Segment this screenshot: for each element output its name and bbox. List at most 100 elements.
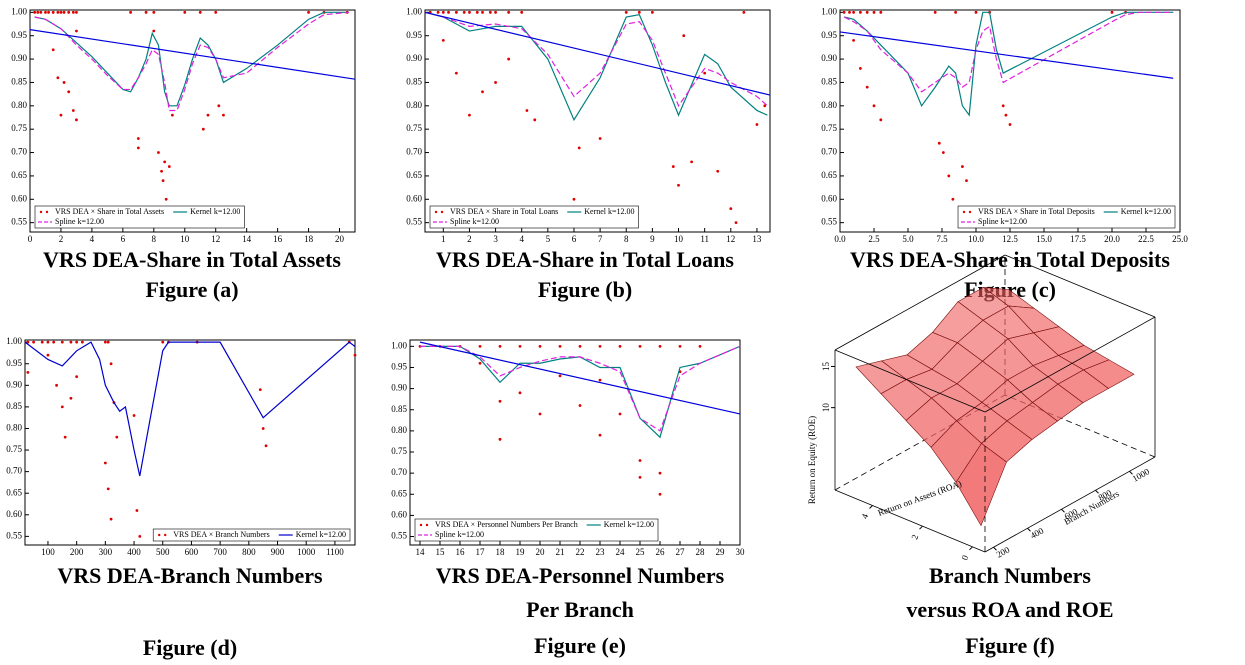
data-point [264, 444, 268, 448]
y-tick-label: 0.60 [406, 193, 422, 203]
data-point [152, 10, 156, 14]
legend-entry: VRS DEA × Personnel Numbers Per Branch [419, 520, 578, 529]
legend: VRS DEA × Share in Total Assets Kernel k=… [34, 205, 245, 229]
legend-box [34, 205, 245, 229]
x-tick-label: 12 [211, 234, 220, 244]
data-point [157, 151, 160, 154]
legend-entry: Spline k=12.00 [961, 217, 1027, 226]
data-point [933, 10, 937, 14]
box-edge [834, 349, 986, 413]
box-edge [834, 254, 1006, 351]
y-tick-label: 0.65 [391, 488, 407, 498]
legend-entry: Kernel k=12.00 [586, 520, 654, 529]
legend-swatch [434, 210, 438, 214]
y-tick-label: 1.00 [6, 336, 22, 346]
data-point [716, 169, 720, 173]
data-point [60, 340, 64, 344]
data-point [75, 375, 79, 379]
x-tick-label: 400 [127, 547, 141, 557]
x-tick-label: 27 [676, 547, 686, 557]
y-tick-label: 0.85 [821, 77, 837, 87]
x-tick-label: 20.0 [1104, 234, 1120, 244]
y-tick-label: 0.80 [11, 100, 27, 110]
data-point [1110, 10, 1114, 14]
data-point [879, 10, 883, 14]
data-point [52, 340, 56, 344]
y-tick-label: 0.85 [406, 77, 422, 87]
data-point [703, 71, 707, 75]
x-tick-label: 22.5 [1138, 234, 1154, 244]
x-tick-label: 18 [304, 234, 314, 244]
y-tick-label: 0.90 [391, 383, 407, 393]
y-tick-label: 0 [959, 553, 970, 561]
x-tick-label: 2 [59, 234, 64, 244]
x-tick-label: 7.5 [936, 234, 948, 244]
x-tick-label: 18 [496, 547, 506, 557]
surface-patch [955, 442, 1007, 527]
x-tick-label: 12 [726, 234, 735, 244]
y-tick-label: 0.80 [406, 100, 422, 110]
data-point [520, 10, 524, 14]
data-point [152, 29, 156, 33]
curve [424, 11, 768, 122]
legend-swatch [419, 523, 423, 527]
data-point [507, 57, 511, 61]
y-tick-label: 0.80 [391, 425, 407, 435]
x-tick-label: 24 [616, 547, 626, 557]
data-point [618, 344, 622, 348]
data-point [763, 104, 767, 108]
x-tick-label: 10.0 [968, 234, 984, 244]
y-tick-label: 0.60 [6, 509, 22, 519]
y-tick-label: 1.00 [406, 6, 422, 16]
data-point [144, 10, 148, 14]
x-tick-label: 26 [656, 547, 666, 557]
data-point [39, 10, 43, 14]
data-point [436, 10, 440, 14]
legend-entry: VRS DEA × Branch Numbers [158, 530, 270, 539]
data-point [690, 160, 693, 164]
data-point [658, 471, 662, 475]
box-edge [984, 316, 1156, 413]
data-point [488, 10, 492, 14]
y-tick-label: 0.80 [6, 423, 22, 433]
data-point [558, 344, 562, 348]
y-tick-label: 0.75 [821, 123, 837, 133]
x-tick-label: 15.0 [1036, 234, 1052, 244]
data-point [598, 137, 602, 140]
data-point [478, 361, 482, 365]
data-point [954, 10, 957, 14]
data-point [865, 85, 869, 89]
x-tick-label: 21 [556, 547, 565, 557]
data-point [454, 10, 458, 14]
data-point [132, 414, 136, 417]
x-tick-label: 8 [152, 234, 157, 244]
data-point [307, 10, 310, 14]
x-tick-label: 20 [335, 234, 345, 244]
data-point [161, 179, 165, 182]
chart-title: VRS DEA-Share in Total Loans [436, 247, 734, 272]
data-point [638, 344, 642, 348]
regression-line [839, 31, 1174, 79]
data-point [879, 118, 883, 122]
figure-caption: Figure (a) [145, 277, 238, 302]
curve [420, 345, 741, 439]
y-tick-label: 0.85 [391, 404, 407, 414]
plot-frame [409, 339, 741, 546]
x-tick-label: 15 [436, 547, 446, 557]
data-point [167, 165, 171, 168]
legend-label: Kernel k=12.00 [604, 520, 654, 529]
x-tick-label: 9 [650, 234, 655, 244]
x-tick-label: 17 [476, 547, 486, 557]
y-tick-label: 1.00 [11, 6, 27, 16]
data-point [518, 391, 522, 395]
x-tick-label: 25 [636, 547, 646, 557]
x-tick-label: 8 [624, 234, 629, 244]
data-point [941, 151, 945, 154]
data-point [494, 81, 497, 84]
legend-entry: VRS DEA × Share in Total Deposits [962, 207, 1095, 216]
plot-frame [424, 9, 771, 233]
data-point [103, 340, 107, 344]
data-point [572, 197, 576, 201]
legend-label: VRS DEA × Share in Total Assets [55, 207, 164, 216]
legend-swatch [425, 523, 429, 527]
